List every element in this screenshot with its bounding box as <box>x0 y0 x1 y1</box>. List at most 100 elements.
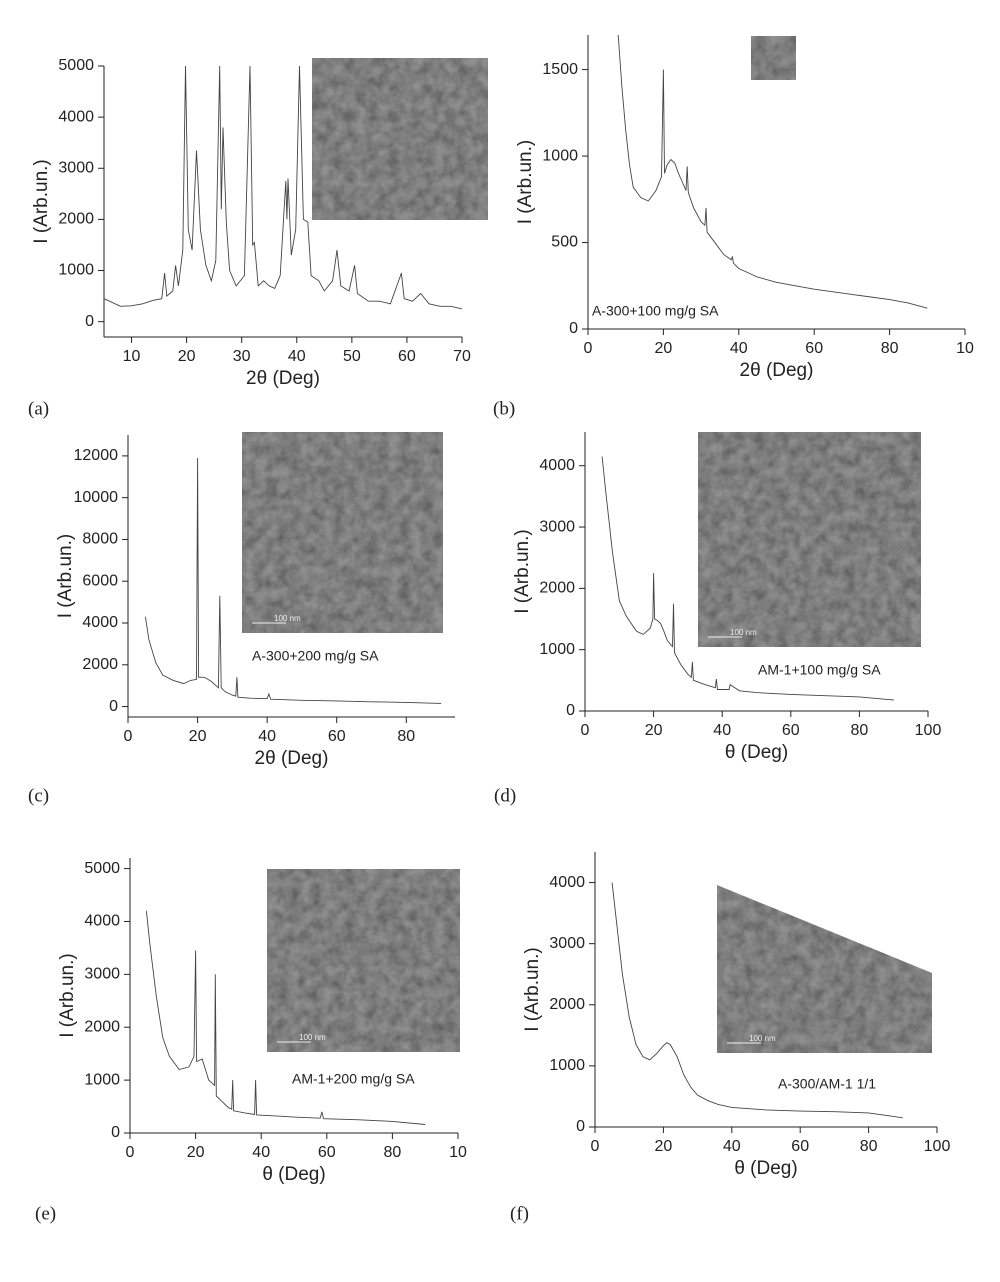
x-tick-label: 20 <box>187 1144 205 1161</box>
x-tick-label: 80 <box>881 340 899 357</box>
y-tick-label: 0 <box>109 698 118 715</box>
panel-label: (a) <box>28 398 49 419</box>
annotation: A-300/AM-1 1/1 <box>778 1076 876 1092</box>
y-tick-label: 1000 <box>84 1071 120 1088</box>
annotation: AM-1+100 mg/g SA <box>758 662 881 678</box>
x-tick-label: 10 <box>449 1144 467 1161</box>
y-tick-label: 2000 <box>539 580 575 597</box>
y-tick-label: 4000 <box>84 913 120 930</box>
x-tick-label: 20 <box>645 722 663 739</box>
y-tick-label: 5000 <box>58 57 94 74</box>
x-axis-label: 2θ (Deg) <box>246 368 320 389</box>
y-tick-label: 1000 <box>542 147 578 164</box>
y-tick-label: 3000 <box>84 966 120 983</box>
y-axis-label: I (Arb.un.) <box>515 140 536 224</box>
x-tick-label: 40 <box>288 348 306 365</box>
x-tick-label: 20 <box>655 340 673 357</box>
x-tick-label: 60 <box>782 722 800 739</box>
x-tick-label: 10 <box>956 340 974 357</box>
x-tick-label: 60 <box>328 728 346 745</box>
scale-label: 100 nm <box>274 614 301 623</box>
x-tick-label: 40 <box>723 1138 741 1155</box>
y-tick-label: 4000 <box>82 614 118 631</box>
x-axis-label: 2θ (Deg) <box>255 748 329 769</box>
x-tick-label: 40 <box>258 728 276 745</box>
y-tick-label: 3000 <box>58 159 94 176</box>
y-tick-label: 3000 <box>549 935 585 952</box>
panel-label: (f) <box>510 1203 529 1224</box>
x-tick-label: 20 <box>189 728 207 745</box>
y-tick-label: 0 <box>576 1118 585 1135</box>
tem-inset <box>698 432 921 647</box>
y-tick-label: 2000 <box>82 656 118 673</box>
y-tick-label: 0 <box>85 313 94 330</box>
x-tick-label: 40 <box>252 1144 270 1161</box>
tem-inset <box>717 885 932 1053</box>
xrd-line <box>144 457 442 704</box>
y-tick-label: 1500 <box>542 61 578 78</box>
y-tick-label: 0 <box>566 702 575 719</box>
y-tick-label: 10000 <box>74 489 119 506</box>
y-tick-label: 4000 <box>549 874 585 891</box>
x-tick-label: 20 <box>178 348 196 365</box>
x-tick-label: 80 <box>384 1144 402 1161</box>
annotation: A-300+100 mg/g SA <box>592 303 719 319</box>
x-tick-label: 40 <box>713 722 731 739</box>
scale-label: 100 nm <box>730 628 757 637</box>
x-tick-label: 20 <box>655 1138 673 1155</box>
panel-label: (d) <box>494 785 516 806</box>
x-tick-label: 100 <box>915 722 942 739</box>
x-tick-label: 60 <box>398 348 416 365</box>
x-tick-label: 80 <box>851 722 869 739</box>
x-tick-label: 0 <box>591 1138 600 1155</box>
y-tick-label: 0 <box>111 1124 120 1141</box>
y-tick-label: 1000 <box>549 1057 585 1074</box>
y-axis-label: I (Arb.un.) <box>512 529 533 613</box>
x-axis-label: θ (Deg) <box>725 742 788 763</box>
x-tick-label: 0 <box>124 728 133 745</box>
y-tick-label: 0 <box>569 320 578 337</box>
tem-inset <box>242 432 443 633</box>
y-tick-label: 1000 <box>58 262 94 279</box>
xrd-line <box>601 456 894 701</box>
panel-label: (c) <box>28 785 49 806</box>
annotation: A-300+200 mg/g SA <box>252 648 379 664</box>
x-tick-label: 40 <box>730 340 748 357</box>
x-tick-label: 60 <box>318 1144 336 1161</box>
y-tick-label: 4000 <box>58 108 94 125</box>
y-tick-label: 2000 <box>84 1018 120 1035</box>
x-tick-label: 0 <box>584 340 593 357</box>
x-tick-label: 60 <box>791 1138 809 1155</box>
x-tick-label: 60 <box>805 340 823 357</box>
annotation: AM-1+200 mg/g SA <box>292 1071 415 1087</box>
y-tick-label: 1000 <box>539 641 575 658</box>
x-tick-label: 0 <box>126 1144 135 1161</box>
y-axis-label: I (Arb.un.) <box>55 534 76 618</box>
scale-label: 100 nm <box>749 1034 776 1043</box>
y-tick-label: 4000 <box>539 457 575 474</box>
y-tick-label: 6000 <box>82 572 118 589</box>
y-tick-label: 3000 <box>539 518 575 535</box>
x-tick-label: 10 <box>123 348 141 365</box>
xrd-line <box>611 882 903 1119</box>
xrd-line <box>145 910 426 1125</box>
y-tick-label: 5000 <box>84 860 120 877</box>
y-axis-label: I (Arb.un.) <box>522 947 543 1031</box>
tem-inset <box>751 36 796 80</box>
xrd-line <box>617 34 928 309</box>
x-tick-label: 100 <box>924 1138 951 1155</box>
x-tick-label: 80 <box>397 728 415 745</box>
tem-inset <box>312 58 488 220</box>
y-tick-label: 2000 <box>549 996 585 1013</box>
y-tick-label: 500 <box>551 234 578 251</box>
x-tick-label: 70 <box>453 348 471 365</box>
x-axis-label: 2θ (Deg) <box>740 360 814 381</box>
x-tick-label: 50 <box>343 348 361 365</box>
xrd-line <box>103 65 463 310</box>
y-tick-label: 12000 <box>74 447 119 464</box>
y-tick-label: 8000 <box>82 531 118 548</box>
x-tick-label: 30 <box>233 348 251 365</box>
scale-label: 100 nm <box>299 1033 326 1042</box>
x-axis-label: θ (Deg) <box>734 1158 797 1179</box>
